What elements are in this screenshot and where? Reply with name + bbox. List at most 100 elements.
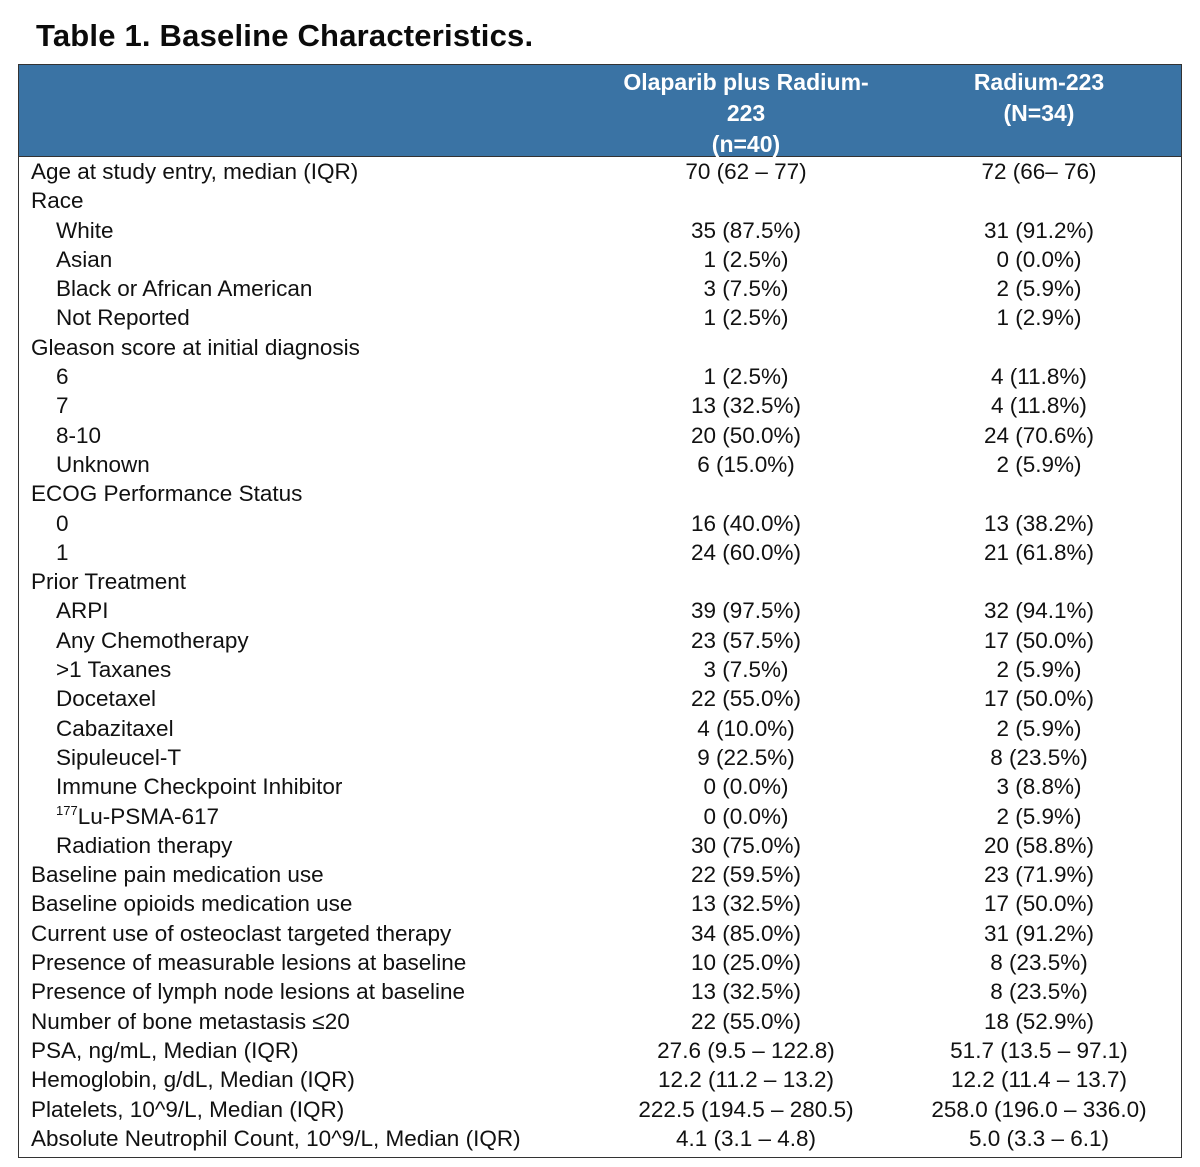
cell-radium: 23 (71.9%) — [983, 862, 1095, 888]
row-label-text: Lu-PSMA-617 — [77, 803, 220, 829]
baseline-table: Olaparib plus Radium- 223 (n=40) Radium-… — [18, 64, 1182, 1158]
row-label: Age at study entry, median (IQR) — [31, 159, 359, 184]
row-label: Baseline opioids medication use — [31, 891, 353, 917]
cell-radium: 2 (5.9%) — [996, 803, 1082, 829]
table-row: Presence of lymph node lesions at baseli… — [19, 977, 1181, 1006]
table-row: Absolute Neutrophil Count, 10^9/L, Media… — [19, 1124, 1181, 1153]
row-label: Cabazitaxel — [56, 715, 174, 741]
cell-radium: 51.7 (13.5 – 97.1) — [950, 1037, 1128, 1063]
cell-olaparib: 16 (40.0%) — [690, 510, 802, 536]
cell-radium: 0 (0.0%) — [996, 246, 1082, 272]
cell-radium: 2 (5.9%) — [996, 276, 1082, 302]
row-label: 1 — [56, 539, 69, 565]
cell-olaparib: 0 (0.0%) — [703, 774, 789, 800]
table-row: 1 24 (60.0%) 21 (61.8%) — [19, 538, 1181, 567]
cell-olaparib: 1 (2.5%) — [703, 364, 789, 390]
cell-olaparib: 39 (97.5%) — [690, 598, 802, 624]
row-label: Absolute Neutrophil Count, 10^9/L, Media… — [31, 1125, 521, 1151]
cell-radium: 72 (66– 76) — [981, 159, 1097, 184]
header-line: 223 — [726, 100, 766, 126]
cell-olaparib: 24 (60.0%) — [690, 539, 802, 565]
table-row: Black or African American 3 (7.5%) 2 (5.9%… — [19, 274, 1181, 303]
table-row: Unknown 6 (15.0%) 2 (5.9%) — [19, 450, 1181, 479]
cell-radium: 17 (50.0%) — [983, 686, 1095, 712]
table-row: PSA, ng/mL, Median (IQR) 27.6 (9.5 – 122.… — [19, 1036, 1181, 1065]
table-header: Olaparib plus Radium- 223 (n=40) Radium-… — [19, 65, 1181, 157]
cell-radium: 2 (5.9%) — [996, 715, 1082, 741]
cell-olaparib: 30 (75.0%) — [690, 832, 802, 858]
table-title: Table 1. Baseline Characteristics. — [36, 18, 534, 53]
cell-olaparib: 13 (32.5%) — [690, 891, 802, 917]
table-row: Cabazitaxel 4 (10.0%) 2 (5.9%) — [19, 714, 1181, 743]
cell-olaparib: 70 (62 – 77) — [685, 159, 807, 184]
row-label: Platelets, 10^9/L, Median (IQR) — [31, 1096, 345, 1122]
cell-radium: 1 (2.9%) — [996, 305, 1082, 331]
column-header-radium: Radium-223 (N=34) — [899, 67, 1179, 129]
table-row: Immune Checkpoint Inhibitor 0 (0.0%) 3 (8.… — [19, 772, 1181, 801]
cell-olaparib: 4 (10.0%) — [697, 715, 795, 741]
cell-olaparib: 9 (22.5%) — [697, 744, 795, 770]
cell-olaparib: 13 (32.5%) — [690, 393, 802, 419]
table-row: Asian 1 (2.5%) 0 (0.0%) — [19, 245, 1181, 274]
row-label: 177Lu-PSMA-617 — [56, 802, 219, 831]
cell-olaparib: 3 (7.5%) — [703, 276, 789, 302]
header-line: (N=34) — [1003, 100, 1075, 126]
row-label: 0 — [56, 510, 69, 536]
cell-radium: 8 (23.5%) — [990, 950, 1088, 976]
cell-olaparib: 20 (50.0%) — [690, 422, 802, 448]
row-label: Any Chemotherapy — [56, 627, 249, 653]
cell-olaparib: 4.1 (3.1 – 4.8) — [675, 1125, 817, 1151]
row-label: 6 — [56, 364, 69, 390]
cell-radium: 258.0 (196.0 – 336.0) — [931, 1096, 1147, 1122]
table-row: 177Lu-PSMA-617 0 (0.0%) 2 (5.9%) — [19, 802, 1181, 831]
cell-olaparib: 222.5 (194.5 – 280.5) — [638, 1096, 854, 1122]
table-row: Race — [19, 186, 1181, 215]
row-label: Asian — [56, 246, 113, 272]
row-label: Presence of lymph node lesions at baseli… — [31, 979, 466, 1005]
cell-olaparib: 6 (15.0%) — [697, 451, 795, 477]
row-label: Gleason score at initial diagnosis — [31, 334, 360, 360]
table-row: Baseline pain medication use 22 (59.5%) 23… — [19, 860, 1181, 889]
table-row: 6 1 (2.5%) 4 (11.8%) — [19, 362, 1181, 391]
cell-olaparib: 23 (57.5%) — [690, 627, 802, 653]
table-row: ARPI 39 (97.5%) 32 (94.1%) — [19, 596, 1181, 625]
row-label: Sipuleucel-T — [56, 744, 182, 770]
cell-radium: 18 (52.9%) — [983, 1008, 1095, 1034]
cell-radium: 24 (70.6%) — [983, 422, 1095, 448]
cell-radium: 21 (61.8%) — [983, 539, 1095, 565]
row-label: Prior Treatment — [31, 569, 187, 595]
cell-radium: 5.0 (3.3 – 6.1) — [968, 1125, 1110, 1151]
table-row: 7 13 (32.5%) 4 (11.8%) — [19, 391, 1181, 420]
cell-radium: 2 (5.9%) — [996, 451, 1082, 477]
cell-radium: 31 (91.2%) — [983, 217, 1095, 243]
cell-radium: 31 (91.2%) — [983, 920, 1095, 946]
table-row: Docetaxel 22 (55.0%) 17 (50.0%) — [19, 684, 1181, 713]
cell-olaparib: 22 (55.0%) — [690, 686, 802, 712]
row-label: Hemoglobin, g/dL, Median (IQR) — [31, 1067, 355, 1093]
cell-radium: 4 (11.8%) — [991, 364, 1087, 390]
cell-olaparib: 27.6 (9.5 – 122.8) — [657, 1037, 835, 1063]
cell-radium: 2 (5.9%) — [996, 657, 1082, 683]
table-row: Gleason score at initial diagnosis — [19, 333, 1181, 362]
row-label: White — [56, 217, 114, 243]
cell-olaparib: 3 (7.5%) — [703, 657, 789, 683]
row-label: Race — [31, 188, 84, 214]
cell-olaparib: 1 (2.5%) — [703, 305, 789, 331]
table-row: Any Chemotherapy 23 (57.5%) 17 (50.0%) — [19, 626, 1181, 655]
row-label: Black or African American — [56, 276, 313, 302]
table-row: >1 Taxanes 3 (7.5%) 2 (5.9%) — [19, 655, 1181, 684]
row-label: Unknown — [56, 451, 150, 477]
row-label: >1 Taxanes — [56, 657, 172, 683]
cell-radium: 8 (23.5%) — [990, 744, 1088, 770]
table-row: Prior Treatment — [19, 567, 1181, 596]
cell-olaparib: 0 (0.0%) — [703, 803, 789, 829]
cell-olaparib: 12.2 (11.2 – 13.2) — [658, 1067, 834, 1093]
table-row: Sipuleucel-T 9 (22.5%) 8 (23.5%) — [19, 743, 1181, 772]
row-label: Baseline pain medication use — [31, 862, 324, 888]
cell-olaparib: 34 (85.0%) — [690, 920, 802, 946]
table-row: Current use of osteoclast targeted thera… — [19, 919, 1181, 948]
cell-olaparib: 22 (55.0%) — [690, 1008, 802, 1034]
table-row: Not Reported 1 (2.5%) 1 (2.9%) — [19, 303, 1181, 332]
header-line: (n=40) — [711, 131, 781, 157]
row-label: Radiation therapy — [56, 832, 233, 858]
